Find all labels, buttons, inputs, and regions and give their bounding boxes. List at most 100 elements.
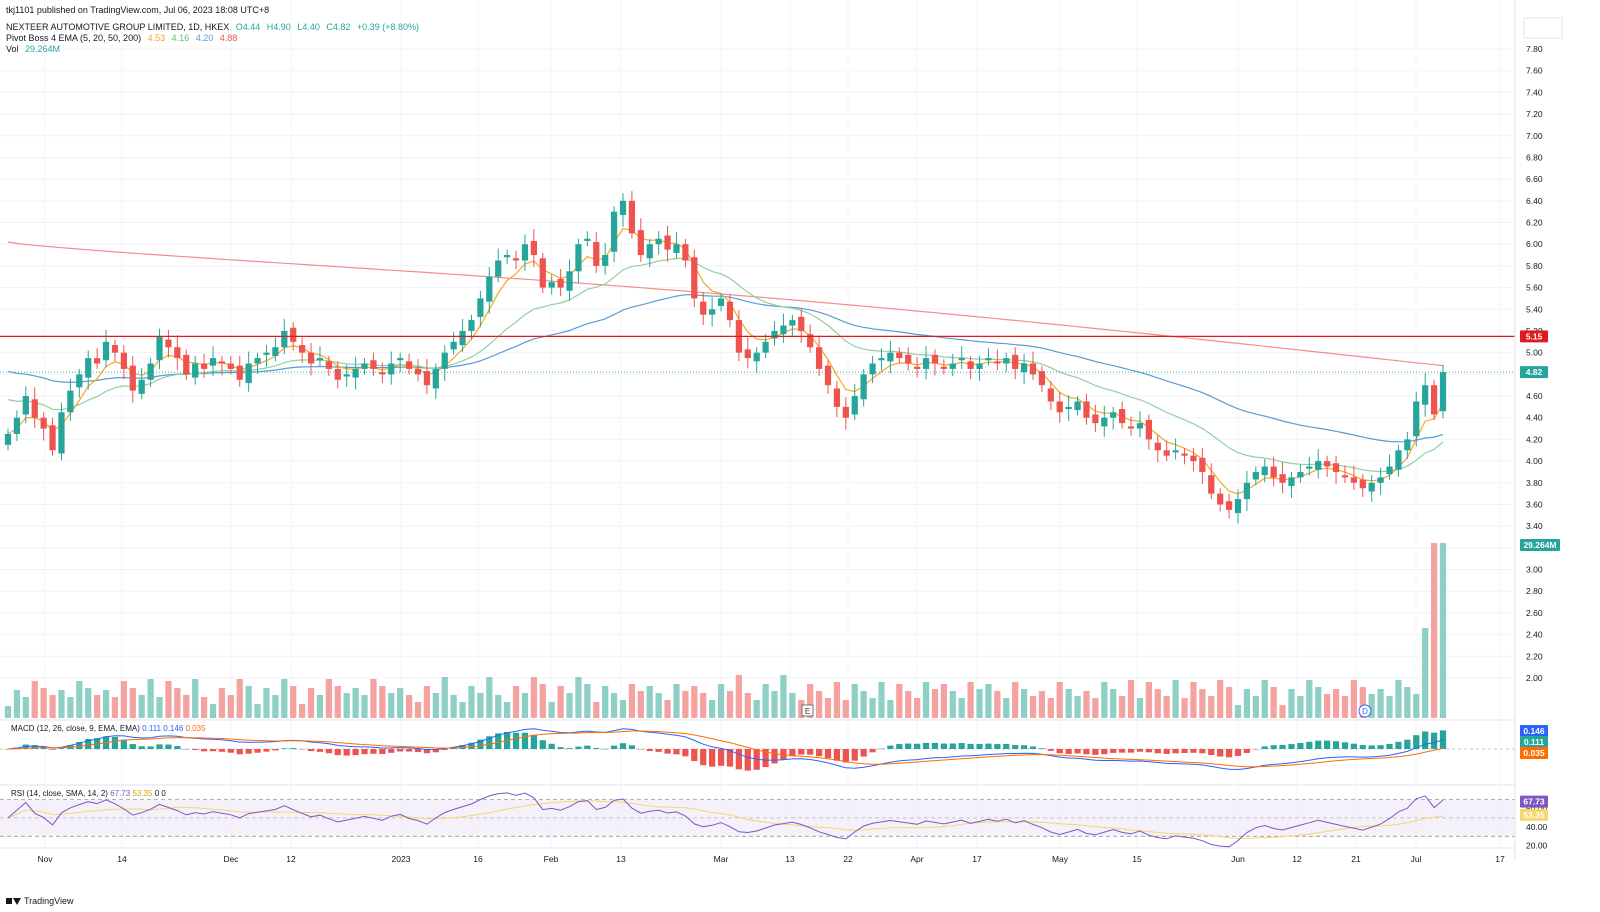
candle-body: [717, 298, 725, 307]
time-axis[interactable]: Nov 14 Dec 12 2023 16 Feb 13 Mar 13 22 Apr 17 May 15 Ju…: [0, 847, 1515, 864]
macd-hist-bar: [1315, 740, 1322, 749]
volume-bar: [174, 688, 181, 718]
macd-hist-bar: [1029, 746, 1037, 749]
macd-hist-bar: [1127, 749, 1135, 753]
macd-hist-bar: [628, 745, 636, 749]
macd-hist-bar: [593, 747, 600, 749]
volume-bar: [236, 679, 243, 718]
chart-grid: [0, 0, 1515, 848]
volume-bar: [325, 679, 332, 718]
macd-hist-bar: [254, 749, 261, 753]
hist-value: 0.035: [185, 724, 206, 733]
candle-body: [1297, 471, 1304, 478]
macd-hist-bar: [726, 749, 734, 767]
macd-hist-bar: [869, 749, 876, 753]
macd-hist-bar: [4, 749, 12, 750]
macd-hist-bar: [1038, 748, 1046, 749]
volume-legend-label: Vol: [6, 44, 19, 54]
symbol-legend[interactable]: NEXTEER AUTOMOTIVE GROUP LIMITED, 1D, HK…: [6, 22, 423, 33]
volume-bar: [655, 693, 662, 718]
macd-hist-bar: [227, 749, 234, 753]
macd-legend[interactable]: MACD (12, 26, close, 9, EMA, EMA) 0.111 …: [11, 724, 206, 733]
candle-body: [619, 200, 627, 215]
macd-hist-bar: [1234, 749, 1242, 756]
volume-bar: [610, 693, 618, 718]
volume-bar: [1119, 696, 1126, 718]
volume-bar: [1127, 680, 1135, 718]
rsi-line: [7, 792, 1444, 848]
price-tick-label: 7.80: [1526, 44, 1543, 54]
time-tick-label: 13: [616, 854, 626, 864]
ema-legend-label: Pivot Boss 4 EMA (5, 20, 50, 200): [6, 33, 142, 43]
volume-bar: [334, 686, 341, 718]
time-tick-label: Dec: [223, 854, 239, 864]
candle-body: [1368, 482, 1375, 492]
macd-hist-bar: [405, 749, 413, 752]
candle-body: [1243, 482, 1251, 500]
macd-badge-bg: [1520, 736, 1548, 748]
candle-body: [994, 361, 1001, 364]
volume-bar: [183, 695, 190, 718]
resistance-line[interactable]: [0, 335, 1515, 373]
macd-hist-bar: [610, 745, 618, 749]
macd-hist-bar: [307, 749, 315, 752]
candle-body: [174, 347, 181, 359]
volume-bar: [486, 677, 493, 718]
macd-hist-bar: [798, 749, 805, 755]
macd-hist-bar: [1145, 749, 1152, 753]
macd-hist-bar: [495, 733, 502, 749]
candle-body: [610, 211, 618, 252]
macd-hist-bar: [209, 749, 217, 752]
price-tick-label: 2.80: [1526, 586, 1543, 596]
volume-bar: [343, 693, 350, 718]
volume-bar: [102, 690, 110, 718]
macd-badge: 0.146: [1523, 726, 1545, 736]
candle-body: [726, 301, 734, 321]
publisher-text: tkj1101 published on TradingView.com, Ju…: [6, 5, 270, 15]
volume-bar: [593, 702, 600, 718]
candle-body: [869, 363, 876, 375]
candle-body: [1315, 461, 1322, 470]
volume-bar: [807, 684, 814, 718]
volume-bar: [40, 688, 47, 718]
tradingview-footer[interactable]: TradingView: [6, 896, 74, 906]
volume-bar: [744, 693, 751, 718]
ema-legend[interactable]: Pivot Boss 4 EMA (5, 20, 50, 200) 4.53 4…: [6, 33, 241, 44]
candle-body: [1261, 466, 1268, 476]
macd-hist-bar: [370, 749, 377, 754]
macd-hist-bar: [1092, 749, 1099, 755]
candle-body: [495, 260, 502, 277]
signal-line: [7, 730, 1444, 768]
price-axis[interactable]: 7.80 7.60 7.40 7.20 7.00 6.80 6.60 6.40 6.20 6.00…: [1514, 0, 1563, 860]
volume-bar: [637, 691, 644, 718]
volume-bar: [851, 684, 858, 718]
candle-body: [673, 244, 680, 253]
candle-body: [1252, 471, 1259, 480]
candle-body: [1127, 426, 1135, 429]
volume-bar: [539, 684, 546, 718]
ema5-path: [7, 228, 1444, 495]
volume-bar: [1270, 687, 1277, 718]
price-tick-label: 6.80: [1526, 152, 1543, 162]
candle-body: [1092, 414, 1099, 424]
volume-bar: [682, 691, 689, 718]
time-tick-label: 15: [1132, 854, 1142, 864]
volume-bar: [397, 688, 404, 718]
candle-body: [31, 399, 38, 418]
volume-legend[interactable]: Vol 29.264M: [6, 44, 64, 55]
candle-body: [914, 366, 921, 369]
candle-body: [1110, 412, 1117, 418]
volume-bar: [1199, 689, 1206, 718]
candle-body: [682, 244, 689, 261]
macd-hist-bar: [156, 744, 163, 749]
candle-body: [334, 368, 341, 380]
volume-bar: [76, 681, 83, 718]
volume-bar: [504, 702, 511, 718]
macd-hist-bar: [691, 749, 698, 762]
candle-body: [450, 341, 457, 350]
rsi-legend[interactable]: RSI (14, close, SMA, 14, 2) 67.73 53.35 …: [11, 789, 166, 798]
candle-body: [192, 363, 199, 378]
volume-badge: 29.264M: [1523, 540, 1556, 550]
